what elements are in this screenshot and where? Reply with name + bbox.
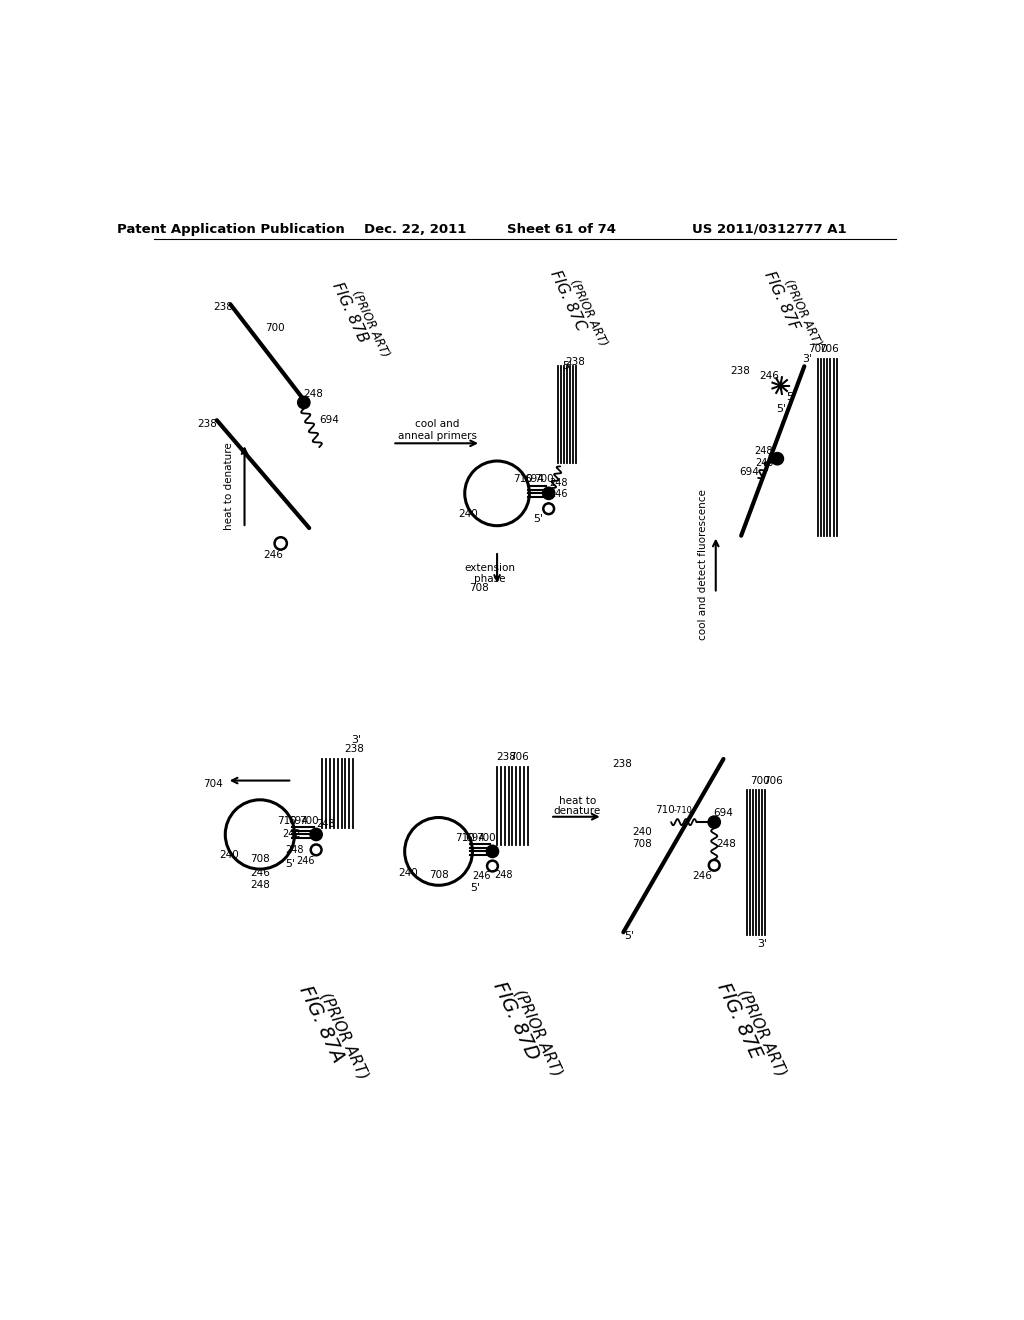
Circle shape bbox=[310, 829, 323, 841]
Text: 238: 238 bbox=[198, 418, 217, 429]
Text: FIG. 87D: FIG. 87D bbox=[489, 978, 542, 1063]
Text: phase: phase bbox=[474, 574, 505, 583]
Text: 240: 240 bbox=[458, 510, 477, 519]
Text: 240: 240 bbox=[632, 828, 651, 837]
Text: heat to: heat to bbox=[558, 796, 596, 805]
Text: 708: 708 bbox=[250, 854, 269, 865]
Text: 248: 248 bbox=[716, 838, 735, 849]
Text: Patent Application Publication: Patent Application Publication bbox=[117, 223, 344, 236]
Text: Dec. 22, 2011: Dec. 22, 2011 bbox=[365, 223, 467, 236]
Text: 708: 708 bbox=[469, 583, 489, 593]
Text: 710: 710 bbox=[655, 805, 675, 814]
Text: 708: 708 bbox=[429, 870, 449, 879]
Text: 5': 5' bbox=[285, 859, 295, 869]
Text: (PRIOR ART): (PRIOR ART) bbox=[567, 277, 610, 348]
Text: 5': 5' bbox=[562, 362, 572, 371]
Text: 694: 694 bbox=[714, 808, 733, 818]
Text: 5': 5' bbox=[470, 883, 480, 894]
Text: FIG. 87B: FIG. 87B bbox=[330, 280, 371, 345]
Text: 240: 240 bbox=[219, 850, 239, 861]
Text: 248: 248 bbox=[316, 820, 335, 829]
Text: 238: 238 bbox=[497, 752, 516, 763]
Text: 700: 700 bbox=[535, 474, 554, 484]
Text: 248: 248 bbox=[755, 446, 773, 455]
Text: 246: 246 bbox=[550, 490, 568, 499]
Text: cool and detect fluorescence: cool and detect fluorescence bbox=[698, 488, 709, 640]
Text: 694: 694 bbox=[739, 467, 760, 477]
Text: heat to denature: heat to denature bbox=[224, 442, 234, 529]
Text: 246: 246 bbox=[692, 871, 712, 880]
Text: 238: 238 bbox=[213, 302, 232, 312]
Text: 700: 700 bbox=[299, 816, 319, 825]
Text: 238: 238 bbox=[565, 358, 586, 367]
Text: (PRIOR ART): (PRIOR ART) bbox=[349, 288, 392, 359]
Text: 246: 246 bbox=[296, 855, 314, 866]
Text: 238: 238 bbox=[612, 759, 632, 768]
Text: Sheet 61 of 74: Sheet 61 of 74 bbox=[507, 223, 616, 236]
Text: 238: 238 bbox=[730, 366, 751, 376]
Text: 5': 5' bbox=[786, 392, 797, 403]
Text: 248: 248 bbox=[494, 870, 512, 879]
Text: 694: 694 bbox=[524, 474, 544, 484]
Text: 246: 246 bbox=[759, 371, 779, 380]
Text: 240: 240 bbox=[398, 869, 418, 878]
Text: 710: 710 bbox=[455, 833, 474, 842]
Text: 5': 5' bbox=[625, 931, 635, 941]
Text: 694: 694 bbox=[319, 416, 339, 425]
Text: denature: denature bbox=[554, 805, 601, 816]
Circle shape bbox=[543, 487, 555, 499]
Text: anneal primers: anneal primers bbox=[397, 430, 476, 441]
Text: 246: 246 bbox=[250, 869, 270, 878]
Text: 5': 5' bbox=[534, 513, 544, 524]
Text: cool and: cool and bbox=[415, 418, 459, 429]
Text: FIG. 87E: FIG. 87E bbox=[713, 979, 765, 1061]
Text: (PRIOR ART): (PRIOR ART) bbox=[735, 986, 788, 1078]
Text: FIG. 87C: FIG. 87C bbox=[548, 268, 589, 334]
Text: FIG. 87F: FIG. 87F bbox=[761, 269, 802, 333]
Text: 242: 242 bbox=[283, 829, 301, 840]
Text: 5': 5' bbox=[776, 404, 786, 414]
Text: 708: 708 bbox=[632, 840, 651, 850]
Text: 700: 700 bbox=[476, 833, 496, 842]
Text: 246: 246 bbox=[472, 871, 490, 880]
Text: (PRIOR ART): (PRIOR ART) bbox=[512, 986, 565, 1078]
Text: extension: extension bbox=[464, 564, 515, 573]
Text: 710: 710 bbox=[513, 474, 534, 484]
Text: 3': 3' bbox=[803, 354, 812, 363]
Text: 706: 706 bbox=[819, 345, 839, 354]
Text: 694: 694 bbox=[466, 833, 485, 842]
Text: 248: 248 bbox=[286, 845, 304, 855]
Text: 706: 706 bbox=[509, 752, 528, 763]
Text: 248: 248 bbox=[250, 880, 270, 890]
Circle shape bbox=[771, 453, 783, 465]
Text: 238: 238 bbox=[345, 744, 365, 754]
Text: 694: 694 bbox=[289, 816, 308, 825]
Text: 706: 706 bbox=[763, 776, 782, 785]
Text: 248: 248 bbox=[303, 389, 323, 399]
Text: (PRIOR ART): (PRIOR ART) bbox=[781, 277, 823, 348]
Text: US 2011/0312777 A1: US 2011/0312777 A1 bbox=[692, 223, 847, 236]
Text: 704: 704 bbox=[203, 779, 223, 788]
Text: 3': 3' bbox=[351, 735, 361, 744]
Circle shape bbox=[486, 845, 499, 858]
Text: 246: 246 bbox=[263, 550, 283, 560]
Text: FIG. 87A: FIG. 87A bbox=[296, 983, 347, 1067]
Text: 700: 700 bbox=[751, 776, 770, 785]
Circle shape bbox=[708, 816, 720, 829]
Text: 700: 700 bbox=[808, 345, 828, 354]
Text: -710: -710 bbox=[674, 807, 693, 814]
Text: 3': 3' bbox=[757, 939, 767, 949]
Text: 248: 248 bbox=[550, 478, 568, 487]
Text: (PRIOR ART): (PRIOR ART) bbox=[317, 990, 372, 1082]
Circle shape bbox=[298, 396, 310, 409]
Text: 710: 710 bbox=[278, 816, 297, 825]
Text: 700: 700 bbox=[265, 323, 285, 333]
Text: 240: 240 bbox=[755, 458, 773, 467]
